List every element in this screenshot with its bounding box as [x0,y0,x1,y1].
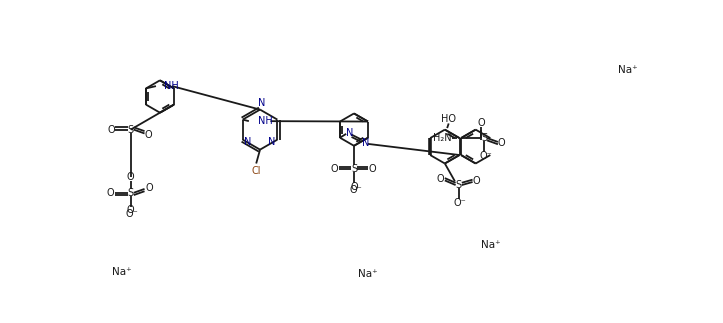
Text: O: O [127,172,134,182]
Text: O: O [473,176,480,186]
Text: N: N [258,99,265,109]
Text: N: N [346,128,353,138]
Text: O: O [330,164,338,174]
Text: N: N [268,137,275,147]
Text: O⁻: O⁻ [479,151,492,161]
Text: N: N [362,138,369,148]
Text: O: O [350,182,358,192]
Text: O⁻: O⁻ [349,185,362,195]
Text: O: O [437,174,444,184]
Text: O: O [145,130,153,140]
Text: S: S [455,180,462,190]
Text: S: S [128,125,134,135]
Text: O: O [107,188,114,198]
Text: O: O [145,183,153,193]
Text: Na⁺: Na⁺ [358,269,377,279]
Text: O⁻: O⁻ [454,198,466,208]
Text: O: O [369,164,376,174]
Text: NH: NH [164,81,179,91]
Text: Na⁺: Na⁺ [482,240,501,250]
Text: Na⁺: Na⁺ [111,267,132,277]
Text: HO: HO [441,114,456,124]
Text: S: S [128,188,134,198]
Text: O: O [127,205,134,215]
Text: O: O [108,125,115,135]
Text: N: N [244,137,251,147]
Text: S: S [351,164,357,174]
Text: Cl: Cl [252,166,261,176]
Text: O: O [477,119,485,129]
Text: H₂N: H₂N [433,133,452,143]
Text: Na⁺: Na⁺ [617,65,637,75]
Text: NH: NH [258,116,273,126]
Text: S: S [481,133,487,143]
Text: O⁻: O⁻ [126,209,139,219]
Text: O: O [498,139,505,149]
